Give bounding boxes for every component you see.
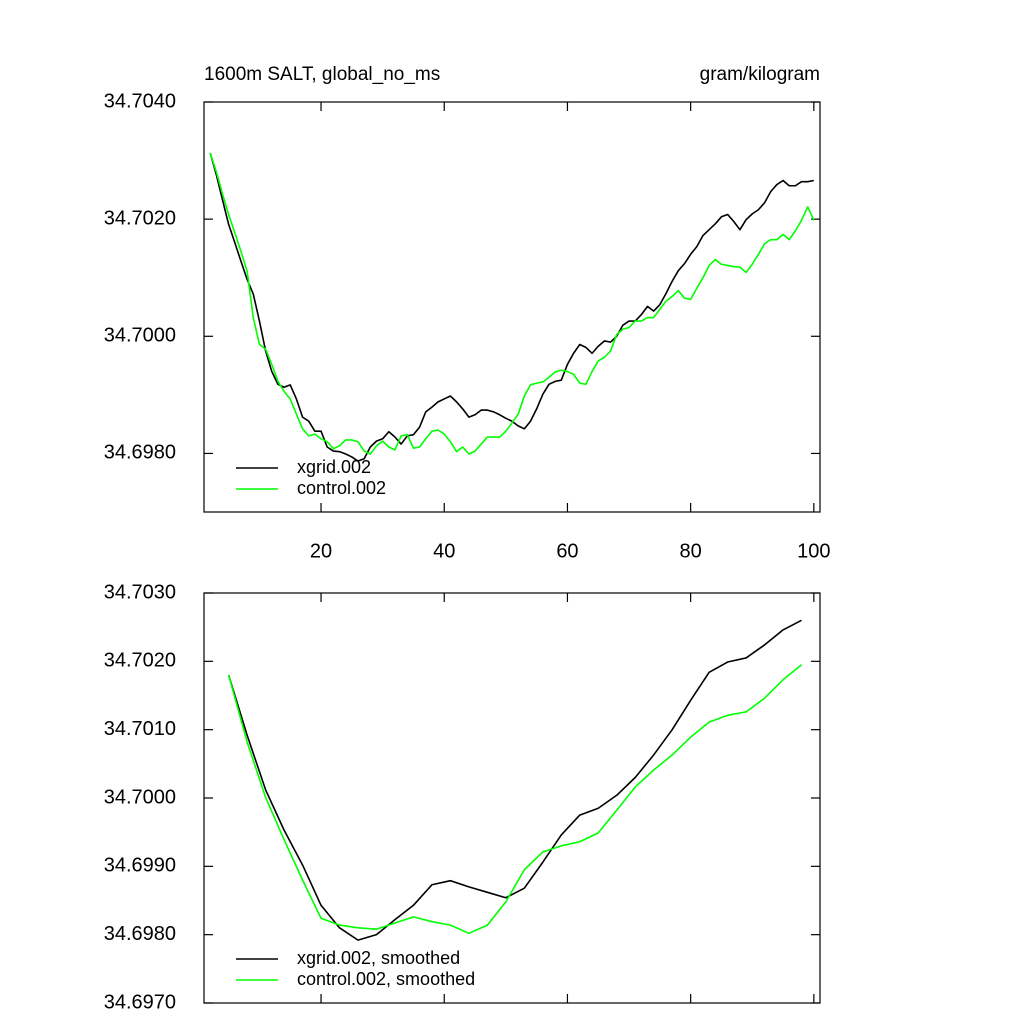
y-tick-label: 34.6970	[104, 991, 176, 1013]
y-tick-label: 34.6980	[104, 442, 176, 464]
legend-label: control.002	[297, 478, 386, 498]
units-label: gram/kilogram	[700, 64, 820, 85]
y-tick-label: 34.7000	[104, 786, 176, 808]
legend-label: xgrid.002	[297, 457, 371, 477]
legend-label: xgrid.002, smoothed	[297, 948, 460, 968]
data-line	[209, 152, 815, 455]
y-tick-label: 34.7010	[104, 718, 176, 740]
data-line	[227, 664, 803, 935]
chart-title: 1600m SALT, global_no_ms	[204, 64, 440, 85]
y-tick-label: 34.7040	[104, 90, 176, 112]
y-tick-label: 34.6980	[104, 923, 176, 945]
plot-frame	[203, 592, 821, 1004]
x-tick-label: 20	[310, 540, 332, 562]
legend-label: control.002, smoothed	[297, 969, 475, 989]
x-tick-label: 80	[680, 540, 702, 562]
y-tick-label: 34.6990	[104, 855, 176, 877]
y-tick-label: 34.7020	[104, 207, 176, 229]
y-tick-label: 34.7020	[104, 650, 176, 672]
plot-frame	[203, 101, 821, 513]
data-line	[209, 152, 814, 462]
y-tick-label: 34.7030	[104, 581, 176, 603]
x-tick-label: 100	[797, 540, 830, 562]
data-line	[227, 619, 802, 941]
y-tick-label: 34.7000	[104, 325, 176, 347]
x-tick-label: 40	[433, 540, 455, 562]
x-tick-label: 60	[556, 540, 578, 562]
